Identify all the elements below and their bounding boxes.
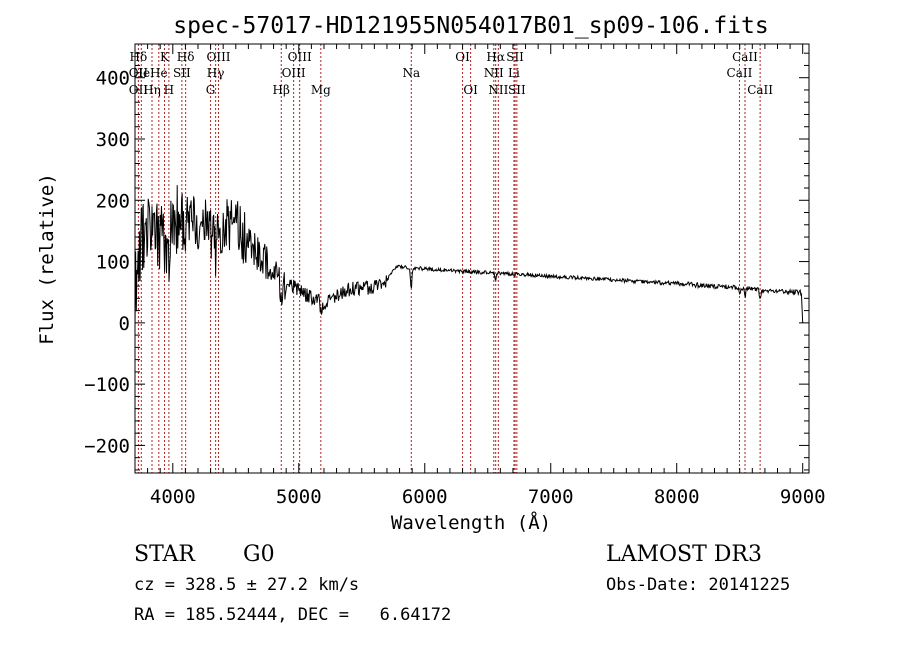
line-marker-label: Hβ <box>273 83 290 97</box>
object-subclass: G0 <box>243 542 275 567</box>
line-marker-label: Na <box>402 66 420 80</box>
x-tick-label: 6000 <box>402 486 448 508</box>
y-axis-label: Flux (relative) <box>36 173 58 345</box>
redshift-cz: cz = 328.5 ± 27.2 km/s <box>134 575 359 595</box>
line-marker-label: H <box>164 83 174 97</box>
x-tick-label: 9000 <box>780 486 826 508</box>
line-marker-label: K <box>160 50 170 64</box>
spectrum-series <box>134 185 804 329</box>
line-marker-label: Hδ <box>177 50 195 64</box>
line-marker-label: Li <box>508 66 520 80</box>
line-marker-label: OI <box>463 83 478 97</box>
chart-title: spec-57017-HD121955N054017B01_sp09-106.f… <box>173 13 768 39</box>
survey-name: LAMOST DR3 <box>606 542 762 567</box>
line-marker-label: OIII <box>206 50 230 64</box>
y-tick-label: −200 <box>84 435 130 457</box>
line-marker-label: OIII <box>288 50 312 64</box>
line-marker-label: CaII <box>747 83 773 97</box>
line-marker-label: OIII <box>282 66 306 80</box>
y-tick-label: 300 <box>96 129 130 151</box>
line-marker-label: NII <box>484 66 504 80</box>
y-tick-label: 400 <box>96 68 130 90</box>
line-marker-label: G <box>206 83 216 97</box>
line-marker-label: Hγ <box>207 66 225 80</box>
line-marker-label: CaII <box>727 66 753 80</box>
y-tick-label: 200 <box>96 190 130 212</box>
line-marker-label: OII <box>129 66 149 80</box>
line-marker-label: Hδ <box>130 50 148 64</box>
x-tick-label: 8000 <box>654 486 700 508</box>
axis-ticks <box>134 44 809 473</box>
coordinates: RA = 185.52444, DEC = 6.64172 <box>134 605 451 625</box>
axis-tick-labels: 4000 5000 6000 7000 8000 9000 −200 −100 0 100 200 3… <box>84 68 825 508</box>
plot-frame <box>134 43 810 474</box>
x-axis-label: Wavelength (Å) <box>391 511 551 534</box>
x-tick-label: 4000 <box>150 486 196 508</box>
y-tick-label: 100 <box>96 252 130 274</box>
line-marker-label: OI <box>455 50 470 64</box>
line-marker-label: SII <box>508 83 526 97</box>
line-marker-label: CaII <box>732 50 758 64</box>
line-marker-label: Hη <box>143 83 161 97</box>
observation-date: Obs-Date: 20141225 <box>606 575 790 595</box>
spectrum-line <box>134 185 804 329</box>
line-marker-label: He <box>133 66 151 80</box>
line-marker-label: NII <box>488 83 508 97</box>
y-tick-label: 0 <box>119 313 130 335</box>
line-marker-label: SII <box>506 50 524 64</box>
line-marker-label: Hα <box>486 50 505 64</box>
object-class: STAR <box>134 542 196 567</box>
x-tick-label: 7000 <box>528 486 574 508</box>
y-tick-label: −100 <box>84 374 130 396</box>
line-marker-label: SII <box>173 66 191 80</box>
line-marker-label: Mg <box>311 83 331 97</box>
line-marker-label: He <box>150 66 168 80</box>
x-tick-label: 5000 <box>276 486 322 508</box>
